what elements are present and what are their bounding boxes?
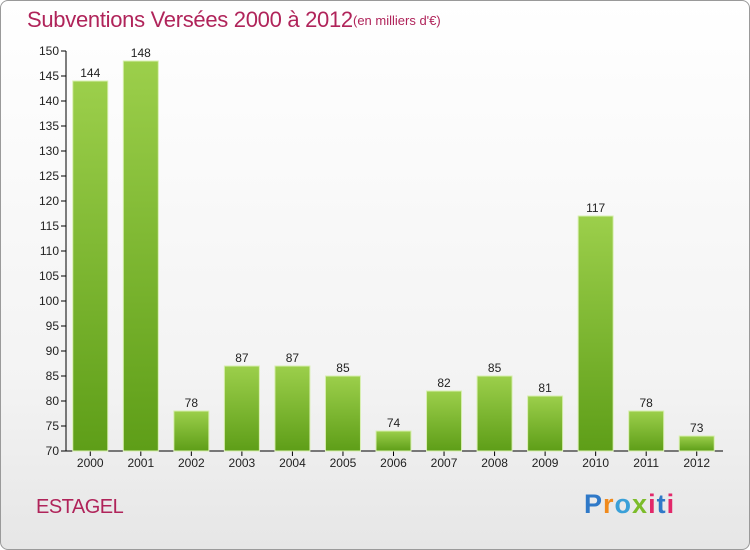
y-tick-label: 150 [39,44,59,58]
bar-2003 [223,365,260,452]
commune-name: ESTAGEL [36,496,124,518]
y-tick-label: 115 [40,219,59,233]
bars [72,60,715,452]
y-tick-label: 70 [46,444,60,458]
x-tick-label-2002: 2002 [178,456,205,470]
bar-2008 [476,375,513,452]
y-tick-label: 130 [39,144,59,158]
y-tick-label: 140 [39,94,59,108]
y-tick-label: 120 [39,194,59,208]
x-tick-label-2004: 2004 [279,456,306,470]
data-label-2001: 148 [131,46,151,60]
bar-2009 [527,395,564,452]
bar-2002 [173,410,210,452]
logo-letter: P [584,489,604,519]
bar-2001 [122,60,159,452]
bar-2006 [375,430,412,452]
logo-letter: o [614,489,633,519]
x-tick-label-2005: 2005 [330,456,357,470]
x-tick-label-2003: 2003 [229,456,256,470]
x-tick-label-2010: 2010 [582,456,609,470]
data-label-2011: 78 [640,396,654,410]
y-tick-label: 100 [39,294,59,308]
chart-subtitle: (en milliers d'€) [353,13,441,28]
data-label-2004: 87 [286,351,300,365]
data-label-2003: 87 [235,351,249,365]
bar-2011 [628,410,665,452]
x-tick-label-2012: 2012 [683,456,710,470]
data-label-2007: 82 [437,376,451,390]
logo-letter: r [603,489,615,519]
proxiti-logo: Proxiti [584,489,675,520]
logo-letter: i [666,489,676,519]
y-tick-label: 110 [40,244,59,258]
bar-2010 [577,215,614,452]
y-tick-label: 135 [39,119,59,133]
x-tick-label-2006: 2006 [380,456,407,470]
y-tick-label: 145 [39,69,59,83]
data-label-2002: 78 [185,396,199,410]
bar-2005 [324,375,361,452]
logo-letter: t [656,489,667,519]
bar-2004 [274,365,311,452]
y-tick-label: 80 [46,394,60,408]
data-label-2006: 74 [387,416,401,430]
x-tick-label-2000: 2000 [77,456,104,470]
x-tick-label-2007: 2007 [431,456,458,470]
x-tick-label-2011: 2011 [633,456,659,470]
bar-2000 [72,80,109,452]
y-tick-label: 90 [46,344,60,358]
data-label-2008: 85 [488,361,502,375]
data-label-2005: 85 [336,361,350,375]
data-label-2009: 81 [538,381,552,395]
axes: 70 75 80 85 90 95 100 105 110 115 120 125 130 135 140 1… [39,44,723,470]
data-label-2012: 73 [690,421,704,435]
bar-2007 [426,390,463,452]
logo-letter: x [632,489,649,519]
y-tick-label: 105 [39,269,59,283]
data-label-2000: 144 [80,66,100,80]
chart-title: Subventions Versées 2000 à 2012 [27,7,353,32]
labels: 144 148 78 87 87 85 74 82 85 81 117 78 73 [80,46,703,435]
x-tick-label-2009: 2009 [532,456,559,470]
logo-letter: i [648,489,657,519]
x-tick-label-2001: 2001 [127,456,154,470]
data-label-2010: 117 [586,201,605,215]
y-tick-label: 85 [46,369,60,383]
x-tick-label-2008: 2008 [481,456,508,470]
y-tick-label: 125 [39,169,59,183]
y-tick-label: 95 [46,319,60,333]
y-tick-label: 75 [46,419,60,433]
bar-2012 [678,435,715,452]
